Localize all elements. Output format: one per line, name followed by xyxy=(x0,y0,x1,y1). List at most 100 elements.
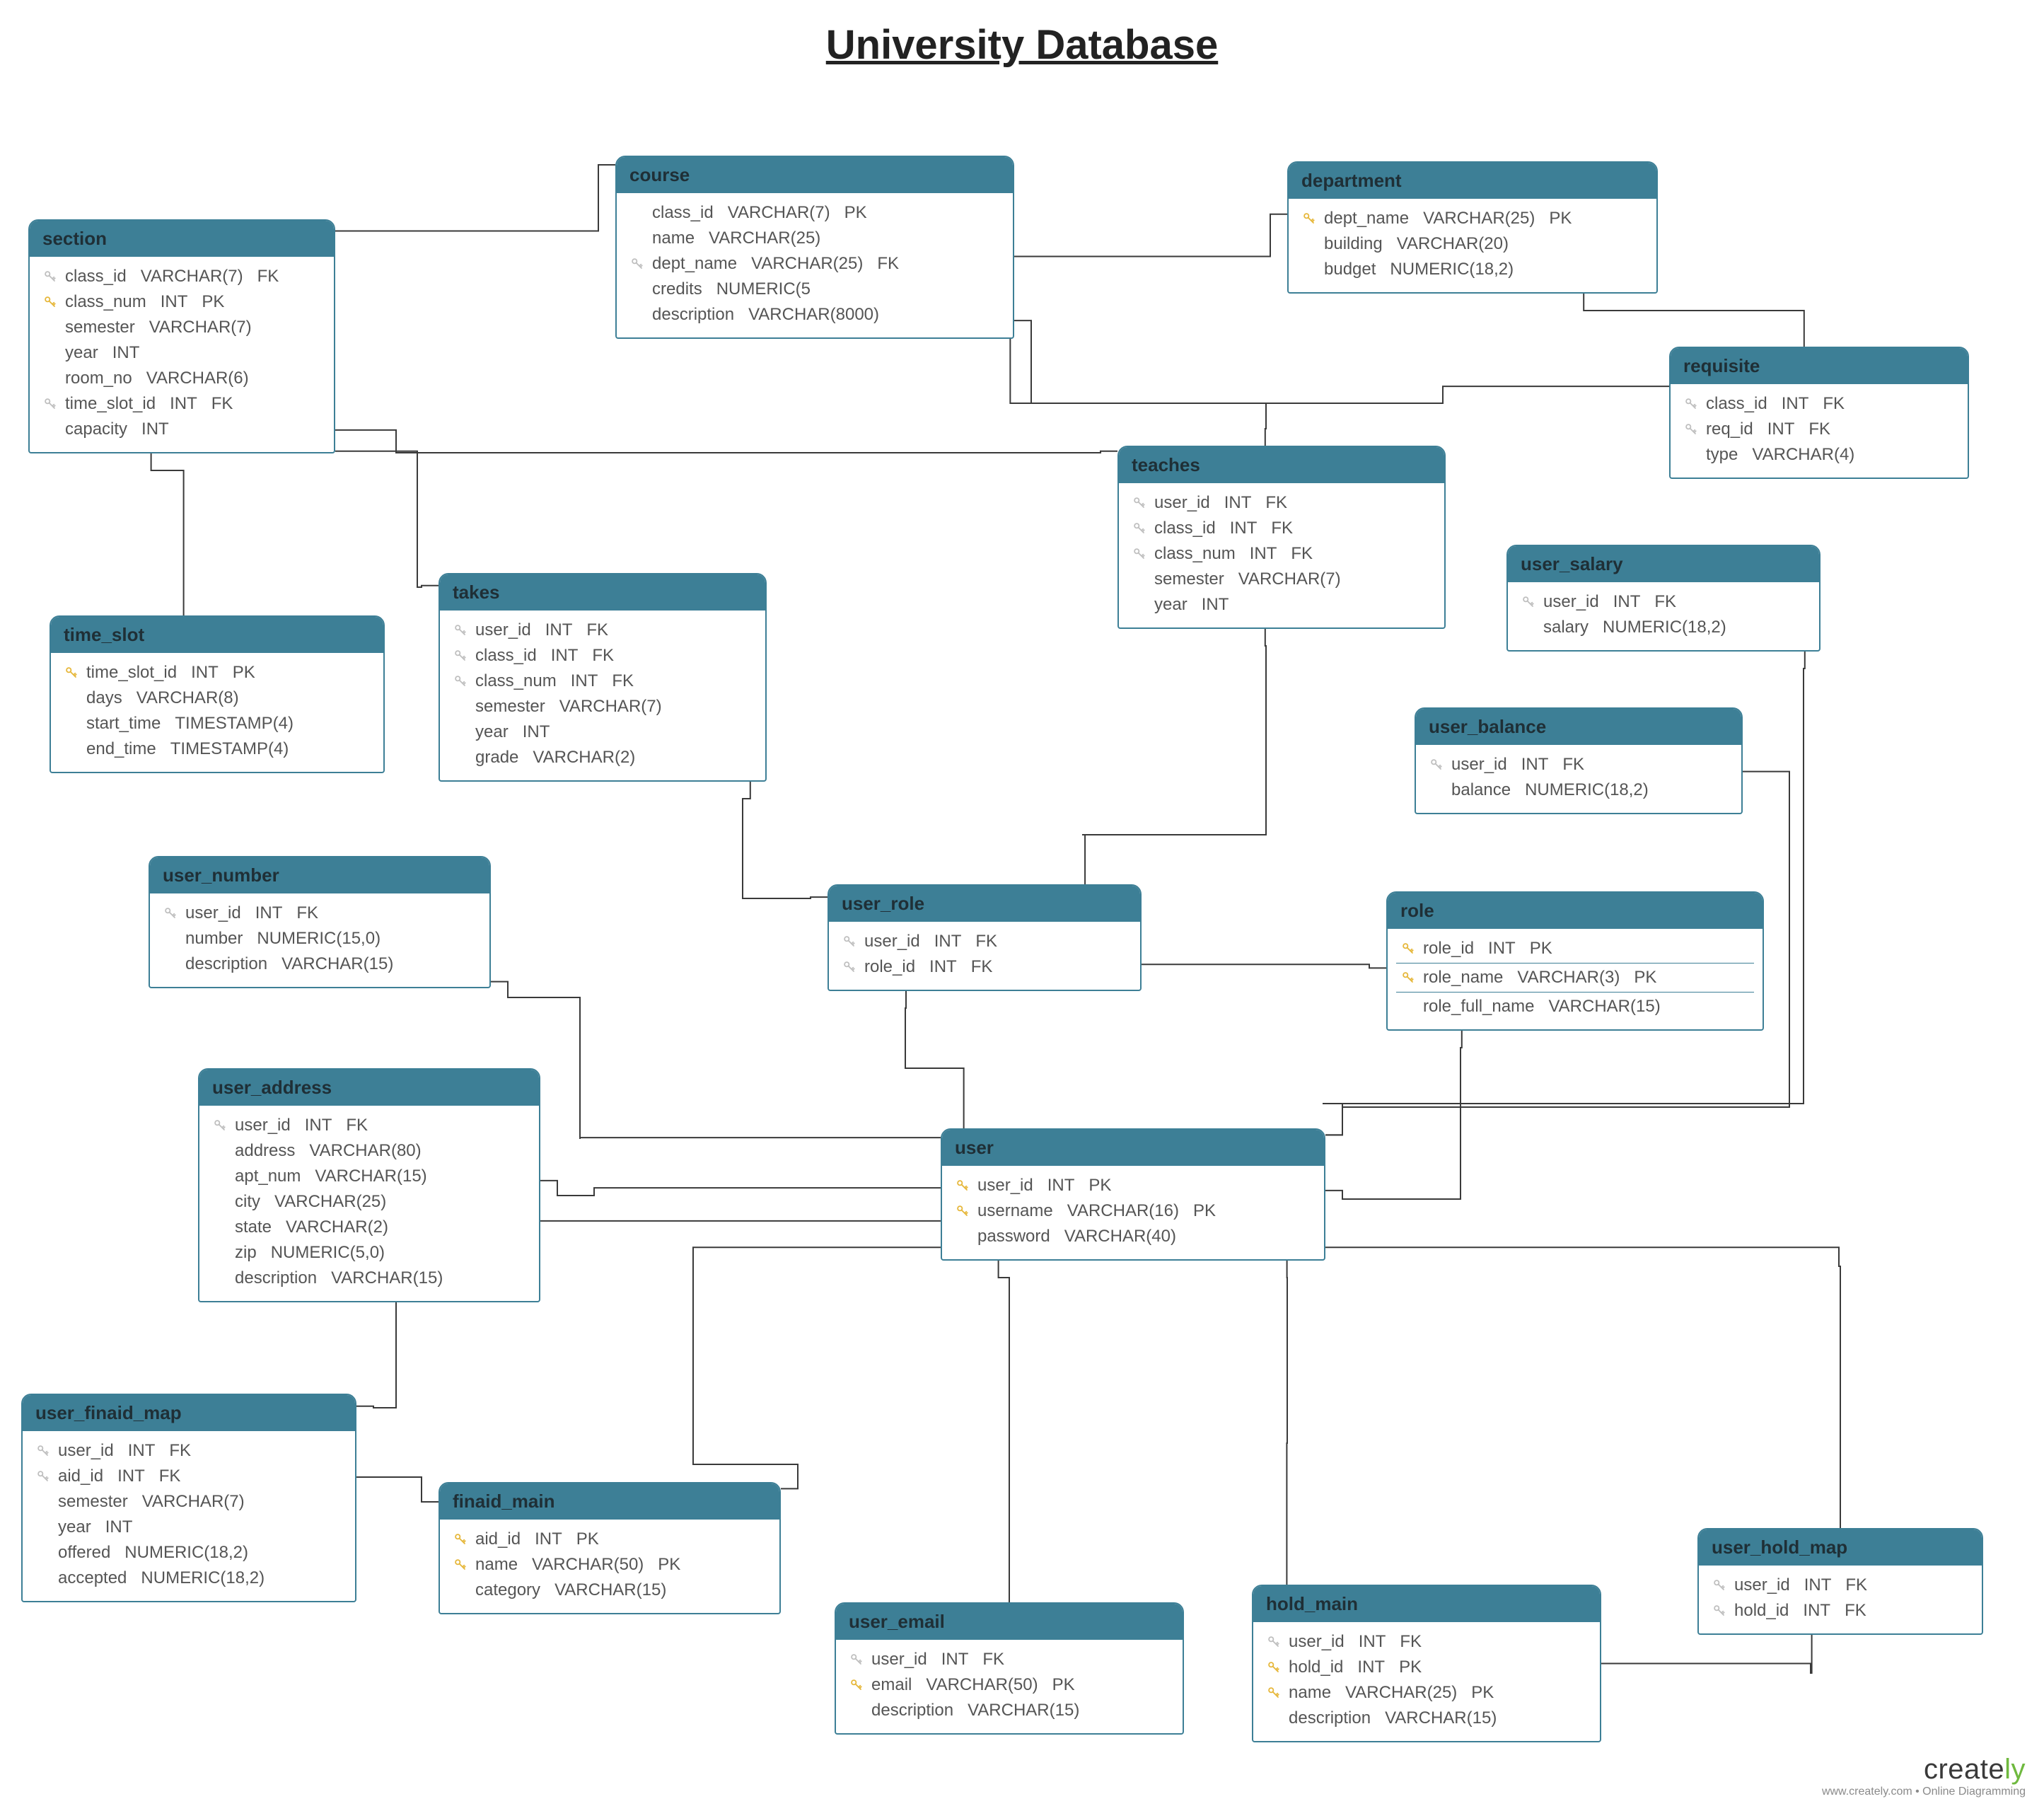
column-row: class_id INT FK xyxy=(1127,516,1436,541)
column-row: number NUMERIC(15,0) xyxy=(158,926,481,951)
entity-header: user_number xyxy=(150,857,489,893)
column-type: VARCHAR(15) xyxy=(1385,1708,1497,1728)
column-flag: PK xyxy=(1399,1657,1422,1677)
column-row: credits NUMERIC(5 xyxy=(625,277,1004,302)
column-flag: FK xyxy=(982,1650,1004,1670)
column-row: class_id VARCHAR(7) PK xyxy=(625,200,1004,226)
column-name: user_id xyxy=(871,1650,927,1670)
column-row: aid_id INT FK xyxy=(31,1464,347,1489)
entity-body: user_id INT FK salary NUMERIC(18,2) xyxy=(1508,582,1819,650)
entity-user_finaid_map: user_finaid_map user_id INT FK aid_id IN… xyxy=(21,1394,356,1602)
entity-header: hold_main xyxy=(1253,1586,1600,1622)
column-type: INT xyxy=(1613,592,1641,612)
column-flag: PK xyxy=(1634,968,1656,988)
column-row: year INT xyxy=(448,719,757,745)
column-name: year xyxy=(475,722,509,742)
column-name: number xyxy=(185,929,243,949)
key-icon xyxy=(164,907,177,920)
column-type: INT xyxy=(161,292,188,312)
column-type: INT xyxy=(571,671,598,691)
column-name: accepted xyxy=(58,1568,127,1588)
key-icon xyxy=(1713,1604,1726,1617)
column-row: user_id INT FK xyxy=(1707,1573,1973,1598)
key-icon xyxy=(1685,423,1697,436)
column-row: category VARCHAR(15) xyxy=(448,1578,771,1603)
entity-header: course xyxy=(617,157,1013,193)
column-name: req_id xyxy=(1706,420,1753,439)
column-row: user_id INT FK xyxy=(31,1438,347,1464)
column-type: INT xyxy=(170,394,197,414)
column-flag: FK xyxy=(592,646,614,666)
entity-role: role role_id INT PK role_name VARCHAR(3)… xyxy=(1386,891,1764,1031)
entity-header: user_salary xyxy=(1508,546,1819,582)
column-name: password xyxy=(977,1227,1050,1246)
entity-header: user_email xyxy=(836,1604,1183,1640)
key-icon xyxy=(1713,1579,1726,1592)
key-icon xyxy=(850,1679,863,1691)
column-flag: FK xyxy=(971,957,993,977)
column-flag: FK xyxy=(296,903,318,923)
key-icon xyxy=(37,1445,50,1457)
entity-header: requisite xyxy=(1671,348,1968,384)
key-icon xyxy=(1267,1636,1280,1648)
entity-user: user user_id INT PK username VARCHAR(16)… xyxy=(941,1128,1325,1261)
column-name: category xyxy=(475,1580,540,1600)
column-row: time_slot_id INT FK xyxy=(38,391,325,417)
key-icon xyxy=(454,624,467,637)
column-flag: FK xyxy=(586,620,608,640)
column-row: user_id INT FK xyxy=(158,901,481,926)
column-type: VARCHAR(8) xyxy=(137,688,239,708)
column-name: description xyxy=(185,954,267,974)
column-row: description VARCHAR(15) xyxy=(208,1266,530,1291)
column-type: INT xyxy=(112,343,140,363)
entity-user_hold_map: user_hold_map user_id INT FK hold_id INT… xyxy=(1697,1528,1983,1635)
column-type: INT xyxy=(1230,519,1258,538)
column-type: INT xyxy=(305,1116,332,1135)
column-type: VARCHAR(25) xyxy=(274,1192,386,1212)
column-type: NUMERIC(18,2) xyxy=(124,1543,248,1563)
entity-body: dept_name VARCHAR(25) PK building VARCHA… xyxy=(1289,199,1656,292)
column-name: username xyxy=(977,1201,1053,1221)
column-name: type xyxy=(1706,445,1738,465)
column-type: VARCHAR(2) xyxy=(286,1217,388,1237)
column-name: year xyxy=(1154,595,1188,615)
entity-header: user xyxy=(942,1130,1324,1166)
column-type: VARCHAR(8000) xyxy=(748,305,879,325)
entity-header: user_finaid_map xyxy=(23,1395,355,1431)
column-type: INT xyxy=(1359,1632,1386,1652)
column-row: req_id INT FK xyxy=(1679,417,1959,442)
column-flag: PK xyxy=(1193,1201,1216,1221)
column-flag: PK xyxy=(1549,209,1572,228)
column-name: description xyxy=(652,305,734,325)
column-name: apt_num xyxy=(235,1167,301,1186)
column-row: description VARCHAR(15) xyxy=(844,1698,1174,1723)
entity-body: class_id INT FK req_id INT FK type VARCH… xyxy=(1671,384,1968,478)
column-type: VARCHAR(50) xyxy=(532,1555,644,1575)
column-type: VARCHAR(15) xyxy=(281,954,393,974)
column-row: user_id INT FK xyxy=(1262,1629,1591,1655)
column-name: year xyxy=(58,1517,91,1537)
entity-header: section xyxy=(30,221,334,257)
column-type: VARCHAR(25) xyxy=(1345,1683,1457,1703)
key-icon xyxy=(1133,522,1146,535)
entity-body: user_id INT FK class_id INT FK class_num… xyxy=(440,611,765,780)
entity-header: teaches xyxy=(1119,447,1444,483)
column-type: INT xyxy=(1488,939,1516,959)
column-row: class_num INT FK xyxy=(1127,541,1436,567)
column-type: VARCHAR(15) xyxy=(315,1167,426,1186)
column-name: budget xyxy=(1324,260,1376,279)
key-icon xyxy=(454,1558,467,1571)
entity-user_salary: user_salary user_id INT FK salary NUMERI… xyxy=(1506,545,1821,652)
column-flag: FK xyxy=(211,394,233,414)
column-name: time_slot_id xyxy=(65,394,156,414)
column-row: class_num INT PK xyxy=(38,289,325,315)
entity-body: user_id INT FK role_id INT FK xyxy=(829,922,1140,990)
column-type: NUMERIC(5,0) xyxy=(271,1243,385,1263)
column-row: name VARCHAR(50) PK xyxy=(448,1552,771,1578)
column-name: class_num xyxy=(65,292,146,312)
column-flag: FK xyxy=(1823,394,1845,414)
column-type: INT xyxy=(1250,544,1277,564)
column-flag: FK xyxy=(1291,544,1313,564)
entity-section: section class_id VARCHAR(7) FK class_num… xyxy=(28,219,335,453)
entity-header: department xyxy=(1289,163,1656,199)
